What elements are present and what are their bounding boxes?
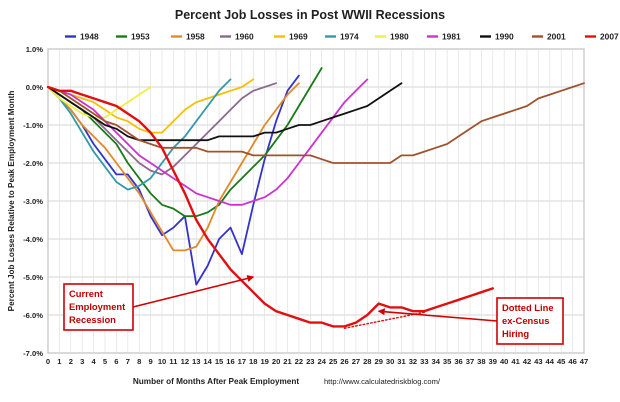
y-tick-label: -3.0%	[23, 197, 43, 206]
x-tick-label: 35	[443, 357, 452, 366]
x-tick-label: 18	[249, 357, 257, 366]
x-tick-label: 29	[374, 357, 382, 366]
x-tick-label: 22	[295, 357, 303, 366]
x-tick-label: 44	[546, 357, 555, 366]
x-tick-label: 4	[91, 357, 96, 366]
y-tick-label: -1.0%	[23, 121, 43, 130]
annotation-text-dotted: ex-Census	[502, 315, 549, 326]
series-line-dotted	[343, 311, 425, 329]
x-axis-label: Number of Months After Peak Employment	[133, 377, 299, 386]
x-tick-label: 39	[489, 357, 497, 366]
legend-label-1980: 1980	[390, 32, 409, 42]
x-tick-label: 31	[397, 357, 406, 366]
x-tick-label: 17	[238, 357, 246, 366]
y-tick-label: -2.0%	[23, 159, 43, 168]
x-tick-label: 8	[137, 357, 141, 366]
annotation-box-current	[63, 283, 134, 331]
x-tick-label: 23	[306, 357, 314, 366]
y-tick-label: 0.0%	[26, 83, 44, 92]
legend-label-1958: 1958	[186, 32, 205, 42]
x-tick-label: 14	[203, 357, 212, 366]
x-tick-label: 43	[534, 357, 542, 366]
x-tick-label: 0	[46, 357, 50, 366]
y-tick-label: -5.0%	[23, 273, 43, 282]
series-group	[46, 67, 585, 329]
x-tick-label: 32	[409, 357, 417, 366]
x-tick-label: 47	[580, 357, 588, 366]
x-tick-label: 6	[114, 357, 118, 366]
legend-label-1960: 1960	[235, 32, 254, 42]
series-line-2001	[47, 82, 585, 164]
x-tick-label: 40	[500, 357, 508, 366]
x-tick-label: 27	[352, 357, 360, 366]
x-tick-label: 26	[340, 357, 348, 366]
x-tick-label: 15	[215, 357, 224, 366]
x-tick-label: 46	[568, 357, 576, 366]
x-tick-label: 41	[511, 357, 520, 366]
annotation-text-current: Current	[69, 288, 103, 299]
series-line-1948	[47, 74, 300, 286]
y-tick-label: 1.0%	[26, 45, 44, 54]
x-tick-label: 21	[283, 357, 292, 366]
x-tick-label: 24	[317, 357, 326, 366]
x-axis-ticks: 0 1 2 3 4 5 6 7 8 9 10 11 12 13 14 15 16 17 18 19 20 21 22 23 24…	[46, 357, 588, 366]
annotations: Current Employment Recession Dotted Line ex-…	[63, 275, 564, 345]
x-tick-label: 45	[557, 357, 566, 366]
series-line-1981	[47, 78, 369, 206]
x-tick-label: 33	[420, 357, 428, 366]
x-tick-label: 1	[57, 357, 62, 366]
x-tick-label: 20	[272, 357, 280, 366]
x-tick-label: 7	[126, 357, 130, 366]
x-tick-label: 2	[69, 357, 73, 366]
x-tick-label: 10	[158, 357, 166, 366]
series-line-1953	[47, 67, 323, 218]
source-credit: http://www.calculatedriskblog.com/	[324, 377, 441, 386]
legend-label-2007: 2007	[600, 32, 619, 42]
x-tick-label: 5	[103, 357, 108, 366]
x-tick-label: 37	[466, 357, 474, 366]
legend-label-1990: 1990	[495, 32, 514, 42]
series-line-1958	[47, 82, 300, 252]
legend-label-1974: 1974	[340, 32, 359, 42]
y-tick-label: -6.0%	[23, 311, 43, 320]
x-tick-label: 25	[329, 357, 338, 366]
x-tick-label: 13	[192, 357, 200, 366]
annotation-text-current: Employment	[69, 301, 125, 312]
y-tick-label: -7.0%	[23, 349, 43, 358]
x-tick-label: 11	[169, 357, 178, 366]
legend-label-1948: 1948	[80, 32, 99, 42]
annotation-box-dotted	[496, 297, 564, 345]
annotation-text-dotted: Dotted Line	[502, 302, 554, 313]
legend-label-1969: 1969	[289, 32, 308, 42]
x-tick-label: 28	[363, 357, 371, 366]
x-tick-label: 42	[523, 357, 531, 366]
legend-label-2001: 2001	[547, 32, 566, 42]
x-tick-label: 30	[386, 357, 394, 366]
x-tick-label: 34	[432, 357, 441, 366]
series-line-1990	[47, 82, 403, 142]
x-tick-label: 3	[80, 357, 84, 366]
x-tick-label: 16	[226, 357, 234, 366]
y-axis-ticks: 1.0% 0.0% -1.0% -2.0% -3.0% -4.0% -5.0% -6.0% -7…	[23, 45, 43, 358]
y-axis-label: Percent Job Losses Relative to Peak Empl…	[7, 91, 16, 312]
series-line-1974	[47, 78, 232, 191]
x-tick-label: 9	[149, 357, 153, 366]
legend: 1948 1953 1958 1960 1969 1974 1980 1981 1990 2001…	[65, 32, 619, 42]
x-tick-label: 19	[260, 357, 268, 366]
y-tick-label: -4.0%	[23, 235, 43, 244]
x-tick-label: 36	[454, 357, 462, 366]
series-line-2007	[46, 85, 494, 328]
annotation-text-current: Recession	[69, 314, 116, 325]
annotation-arrow-dotted	[377, 308, 498, 322]
legend-label-1953: 1953	[131, 32, 150, 42]
x-tick-label: 38	[477, 357, 485, 366]
legend-label-1981: 1981	[442, 32, 461, 42]
x-tick-label: 12	[181, 357, 189, 366]
annotation-arrow-current	[132, 275, 255, 308]
annotation-text-dotted: Hiring	[502, 328, 529, 339]
chart-title: Percent Job Losses in Post WWII Recessio…	[175, 8, 445, 22]
